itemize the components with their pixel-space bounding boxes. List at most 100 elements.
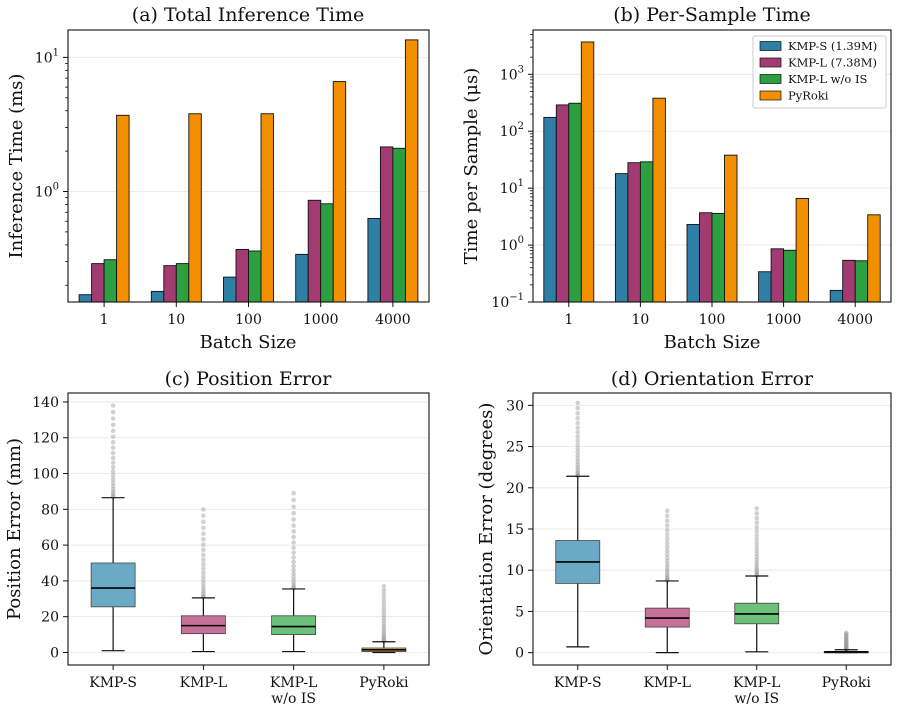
outlier-point	[201, 519, 206, 525]
outlier-point	[843, 641, 849, 647]
outlier-point	[110, 480, 116, 486]
outlier-point	[381, 626, 387, 631]
panel-b-x-ticks: 1 10 100 1000 4000	[564, 302, 873, 328]
bar	[91, 263, 105, 303]
bar	[367, 217, 381, 303]
outlier-point	[575, 446, 581, 451]
bar	[580, 41, 595, 303]
y-tick-label: 140	[32, 395, 59, 411]
x-tick-label: KMP-L	[733, 675, 780, 691]
y-tick-label: 101	[35, 47, 59, 66]
outlier-point	[110, 469, 116, 474]
outlier-point	[664, 544, 670, 550]
bar	[854, 260, 869, 303]
bar	[235, 248, 249, 303]
bar	[116, 114, 130, 303]
bar	[724, 154, 738, 303]
outlier-point	[291, 563, 296, 569]
outlier-point	[575, 449, 581, 455]
outlier-point	[381, 606, 387, 611]
bar	[686, 224, 700, 303]
legend-swatch	[759, 74, 782, 84]
outlier-point	[291, 540, 296, 545]
outlier-point	[754, 551, 760, 556]
panel-b-x-label: Batch Size	[664, 332, 761, 353]
outlier-point	[110, 473, 116, 478]
outlier-point	[110, 464, 116, 470]
x-tick-label: 4000	[837, 312, 873, 328]
y-tick-label: 5	[515, 604, 524, 620]
outlier-point	[201, 531, 206, 536]
outlier-point	[575, 400, 581, 406]
y-tick-label: 100	[35, 181, 59, 200]
outlier-point	[664, 518, 670, 524]
panel-a-y-label: Inference Time (ms)	[6, 74, 27, 259]
outlier-point	[575, 464, 581, 470]
outlier-point	[381, 635, 387, 641]
y-tick-label: 120	[32, 431, 59, 447]
outlier-point	[575, 429, 581, 435]
outlier-point	[381, 628, 387, 634]
outlier-point	[110, 483, 116, 489]
outlier-point	[664, 508, 670, 514]
bar	[392, 147, 406, 303]
x-tick-label: 100	[235, 312, 262, 328]
outlier-point	[754, 515, 760, 521]
outlier-point	[754, 533, 760, 538]
bar	[150, 290, 165, 303]
y-tick-label: 102	[500, 121, 524, 140]
outlier-point	[754, 557, 760, 563]
outlier-point	[754, 506, 760, 511]
outlier-point	[575, 469, 581, 474]
outlier-point	[110, 403, 116, 408]
panel-c-y-ticks: 0 20 40 60 80 100 120 140	[32, 395, 68, 661]
outlier-point	[843, 632, 849, 638]
outlier-point	[291, 582, 296, 588]
outlier-point	[291, 559, 296, 565]
outlier-point	[843, 641, 849, 646]
outlier-point	[381, 595, 387, 601]
outlier-point	[291, 504, 296, 510]
outlier-point	[754, 544, 760, 550]
outlier-point	[754, 540, 760, 546]
outlier-point	[754, 520, 760, 525]
bar	[652, 97, 666, 303]
panel-c-grid	[68, 401, 429, 653]
legend-swatch	[759, 41, 782, 51]
bar	[555, 104, 570, 303]
bar	[295, 253, 309, 303]
outlier-point	[575, 415, 581, 421]
outlier-point	[575, 456, 581, 461]
outlier-point	[201, 542, 206, 547]
legend-label: KMP-L (7.38M)	[788, 56, 877, 70]
x-tick-label: w/o IS	[271, 691, 316, 707]
outlier-point	[201, 557, 206, 563]
outlier-point	[381, 621, 387, 626]
outlier-point	[291, 567, 296, 573]
outlier-point	[110, 440, 116, 445]
outlier-point	[843, 644, 849, 650]
panel-b-legend: KMP-S (1.39M) KMP-L (7.38M) KMP-L w/o IS Py…	[752, 35, 887, 109]
x-tick-label: KMP-L	[270, 675, 317, 691]
y-tick-label: 0	[515, 646, 524, 662]
outlier-point	[381, 583, 387, 589]
outlier-point	[110, 477, 116, 482]
bar	[163, 265, 177, 303]
outlier-point	[201, 507, 206, 512]
bar	[711, 212, 725, 303]
outlier-point	[754, 554, 760, 560]
outlier-point	[381, 618, 387, 624]
panel-d-y-ticks: 0 5 10 15 20 25 30	[506, 398, 533, 662]
bar	[867, 214, 881, 303]
legend-label: PyRoki	[788, 89, 829, 103]
outlier-point	[110, 493, 116, 498]
x-tick-label: 1	[564, 312, 573, 328]
outlier-point	[575, 453, 581, 458]
outlier-point	[843, 637, 849, 642]
panel-b-per-sample-time: 10−1 100 101 102 103 1 10 100 1000 4000 (b) Per-…	[461, 4, 892, 353]
bar	[379, 146, 394, 303]
bar	[332, 81, 347, 303]
